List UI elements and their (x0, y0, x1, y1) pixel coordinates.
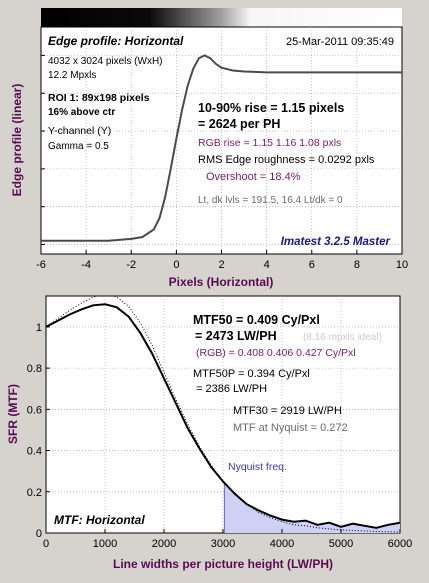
edge-x-tick-label: -6 (36, 259, 46, 271)
edge-rise: 10-90% rise = 1.15 pixels (198, 101, 344, 115)
mtf-nyquist-value: MTF at Nyquist = 0.272 (233, 422, 348, 434)
mtf-line (46, 303, 400, 529)
mtf-x-tick-label: 0 (43, 538, 49, 550)
mtf-y-ticks: 0 0.2 0.4 0.6 0.8 1 (27, 322, 50, 540)
edge-profile-line (41, 54, 402, 242)
nyquist-label: Nyquist freq. (228, 461, 287, 473)
mtf-y-tick-label: 0 (36, 528, 42, 540)
edge-x-tick-label: 2 (218, 259, 224, 271)
edge-overshoot: Overshoot = 18.4% (206, 171, 301, 183)
edge-mpxls: 12.2 Mpxls (48, 70, 96, 81)
edge-x-tick-label: 0 (173, 259, 179, 271)
mtf-x-ticks: 0 1000 2000 3000 4000 5000 6000 (43, 529, 412, 550)
edge-x-label: Pixels (Horizontal) (169, 275, 274, 289)
mtf-x-tick-label: 5000 (329, 538, 353, 550)
edge-roi-pos: 16% above ctr (48, 107, 115, 118)
mtf-y-label: SFR (MTF) (6, 384, 20, 444)
mtf-y-tick-label: 1 (36, 322, 42, 334)
mtf-x-tick-label: 2000 (152, 538, 176, 550)
edge-x-tick-label: 8 (354, 259, 360, 271)
mtf-mpxls-ideal: (8.16 mpxls ideal) (303, 332, 382, 343)
edge-per-ph: = 2624 per PH (198, 117, 280, 131)
mtf50p-lw: = 2386 LW/PH (196, 383, 267, 395)
edge-rgb-rise: RGB rise = 1.15 1.16 1.08 pxls (198, 137, 341, 149)
mtf-x-tick-label: 6000 (388, 538, 412, 550)
edge-pixels: 4032 x 3024 pixels (WxH) (48, 56, 163, 67)
mtf-x-tick-label: 4000 (270, 538, 294, 550)
edge-grid (41, 27, 402, 254)
brand-label: Imatest 3.2.5 Master (281, 236, 391, 248)
mtf-grid (46, 296, 400, 533)
mtf-y-tick-label: 0.4 (27, 446, 42, 458)
edge-roughness: RMS Edge roughness = 0.0292 pxls (198, 154, 375, 166)
edge-date: 25-Mar-2011 09:35:49 (286, 36, 394, 48)
mtf-y-tick-label: 0.8 (27, 363, 42, 375)
edge-x-tick-label: 6 (309, 259, 315, 271)
edge-x-tick-label: -4 (81, 259, 91, 271)
edge-x-tick-label: 4 (264, 259, 270, 271)
edge-y-label: Edge profile (linear) (10, 84, 24, 197)
edge-x-ticks: -6 -4 -2 0 2 4 6 8 10 (36, 250, 408, 271)
edge-image-strip (41, 8, 402, 27)
mtf-x-tick-label: 1000 (93, 538, 117, 550)
mtf50-lw: = 2473 LW/PH (195, 329, 277, 343)
edge-title: Edge profile: Horizontal (48, 34, 184, 48)
mtf50p: MTF50P = 0.394 Cy/Pxl (193, 368, 310, 380)
mtf30: MTF30 = 2919 LW/PH (233, 405, 342, 417)
edge-levels: Lt, dk lvls = 191.5, 16.4 Lt/dk = 0 (198, 195, 343, 206)
mtf-x-label: Line widths per picture height (LW/PH) (113, 557, 333, 571)
edge-channel: Y-channel (Y) (48, 125, 111, 137)
mtf-y-tick-label: 0.6 (27, 404, 42, 416)
mtf50: MTF50 = 0.409 Cy/Pxl (193, 313, 320, 327)
edge-roi: ROI 1: 89x198 pixels (48, 92, 150, 104)
edge-x-tick-label: 10 (396, 259, 408, 271)
mtf-rgb: (RGB) = 0.408 0.406 0.427 Cy/Pxl (196, 347, 356, 359)
mtf-title: MTF: Horizontal (54, 513, 145, 527)
edge-x-tick-label: -2 (126, 259, 136, 271)
edge-gamma: Gamma = 0.5 (48, 141, 109, 152)
nyquist-region (224, 483, 400, 533)
mtf-y-tick-label: 0.2 (27, 487, 42, 499)
mtf-x-tick-label: 3000 (211, 538, 235, 550)
